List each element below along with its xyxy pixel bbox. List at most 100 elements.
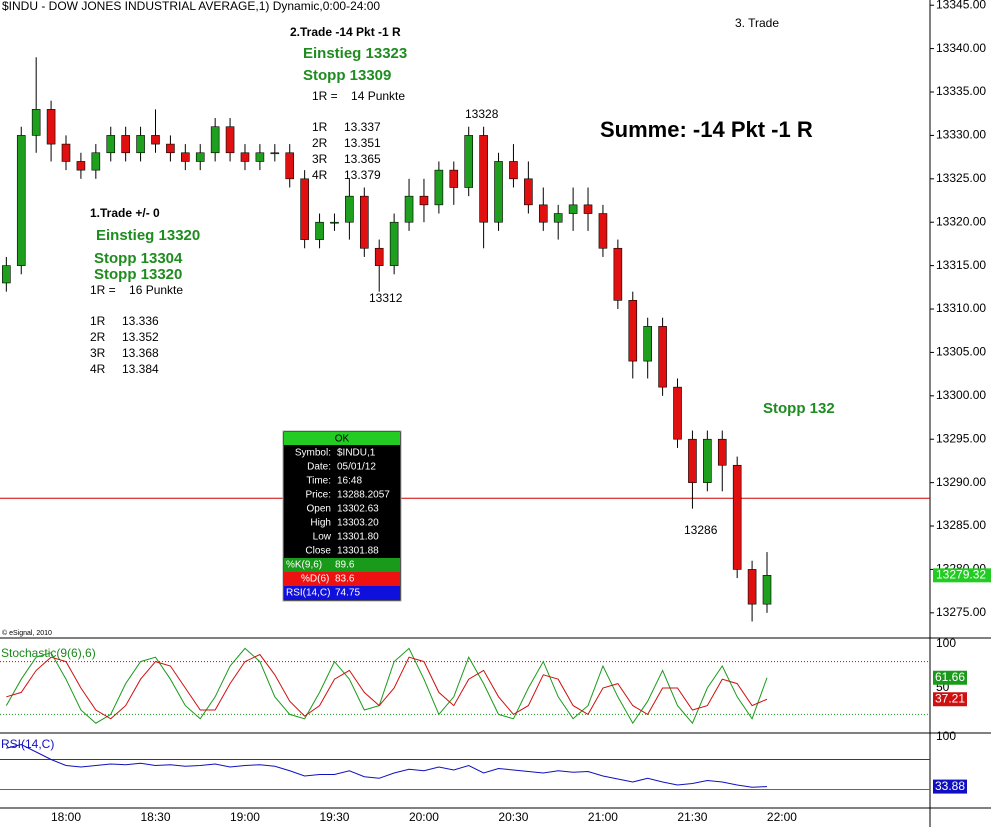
r-level-value: 13.337: [344, 120, 381, 134]
candle-body: [374, 247, 384, 266]
candle-body: [658, 326, 667, 388]
r-level-value: 13.384: [122, 362, 159, 376]
dw-value: 74.75: [335, 588, 360, 599]
dw-indicator-bg: [284, 558, 400, 572]
dw-value: 13288.2057: [337, 490, 390, 501]
dw-value: 13302.63: [337, 504, 379, 515]
annotation: 13286: [684, 523, 718, 537]
chart-title: $INDU - DOW JONES INDUSTRIAL AVERAGE,1) …: [2, 0, 380, 13]
candle-body: [538, 204, 548, 223]
ok-button[interactable]: [284, 432, 400, 445]
candle-body: [210, 126, 220, 154]
r-level-name: 3R: [312, 152, 328, 166]
r-level-value: 13.352: [122, 330, 159, 344]
dw-key: Time:: [306, 476, 331, 487]
candle-body: [106, 135, 116, 154]
dw-value: 16:48: [337, 476, 362, 487]
candle-body: [225, 126, 235, 154]
annotation: 1R = 16 Punkte: [90, 283, 183, 297]
candle-body: [568, 204, 578, 214]
candle-body: [434, 169, 444, 206]
value-tag: [933, 692, 967, 707]
annotation: 1.Trade +/- 0: [90, 206, 160, 220]
candle-body: [509, 161, 518, 180]
x-tick-label: 19:30: [319, 810, 349, 824]
value-tag: [933, 779, 967, 794]
candle-body: [359, 195, 369, 249]
candle-body: [76, 161, 86, 171]
candle-body: [2, 265, 11, 284]
dw-key: Low: [313, 532, 332, 543]
candle-body: [151, 135, 160, 145]
dw-value: 05/01/12: [337, 462, 376, 473]
r-level-name: 2R: [312, 136, 328, 150]
candle-body: [464, 135, 474, 188]
candle-body: [479, 135, 488, 223]
r-level-value: 13.379: [344, 168, 381, 182]
candle-body: [717, 438, 727, 466]
annotation: 1R = 14 Punkte: [312, 89, 405, 103]
candle-body: [166, 143, 175, 154]
annotation: 3. Trade: [735, 16, 779, 30]
x-tick-label: 21:00: [588, 810, 618, 824]
last-price-tag: [933, 568, 991, 583]
value-tag-label: 37.21: [935, 691, 965, 705]
candle-body: [300, 178, 309, 240]
dw-value: 13303.20: [337, 518, 379, 529]
y-tick-label: 13275.00: [936, 605, 986, 619]
dw-value: 13301.80: [337, 532, 379, 543]
dw-value: 89.6: [335, 560, 355, 571]
copyright: © eSignal, 2010: [2, 629, 52, 637]
candle-body: [270, 152, 280, 155]
value-tag-label: 61.66: [935, 670, 965, 684]
last-price-label: 13279.32: [936, 568, 986, 582]
r-level-name: 2R: [90, 330, 106, 344]
candle-body: [136, 135, 145, 154]
annotation: Stopp 13320: [94, 266, 182, 283]
y-tick-label: 13305.00: [936, 345, 986, 359]
candle-body: [46, 109, 56, 145]
candle-body: [732, 464, 742, 570]
candle-body: [524, 178, 533, 206]
x-tick-label: 22:00: [767, 810, 797, 824]
dw-key: Open: [307, 504, 331, 515]
y-tick-label: 13310.00: [936, 301, 986, 315]
dw-indicator-bg: [284, 572, 400, 586]
y-tick-label: 100: [936, 636, 956, 650]
x-tick-label: 20:30: [498, 810, 528, 824]
r-level-value: 13.351: [344, 136, 381, 150]
indicator-line: [6, 653, 768, 720]
candle-body: [404, 195, 414, 223]
candle-body: [583, 204, 593, 214]
dw-key: RSI(14,C): [286, 588, 330, 599]
dw-value: $INDU,1: [337, 448, 376, 459]
candle-body: [121, 135, 130, 154]
indicator-line: [6, 743, 768, 788]
candle-body: [553, 213, 563, 223]
y-tick-label: 13325.00: [936, 171, 986, 185]
y-tick-label: 13335.00: [936, 84, 986, 98]
r-level-name: 1R: [312, 120, 328, 134]
candle-body: [494, 161, 503, 223]
candle-body: [703, 438, 712, 483]
dw-value: 83.6: [335, 574, 355, 585]
annotation: 13312: [369, 291, 403, 305]
value-tag-label: 33.88: [935, 779, 965, 793]
candle-body: [419, 195, 429, 206]
y-tick-label: 100: [936, 729, 956, 743]
y-tick-label: 13345.00: [936, 0, 986, 11]
candle-body: [449, 169, 459, 188]
y-tick-label: 13300.00: [936, 388, 986, 402]
y-tick-label: 13340.00: [936, 41, 986, 55]
r-level-value: 13.365: [344, 152, 381, 166]
dw-key: Close: [305, 546, 331, 557]
candle-body: [628, 300, 638, 362]
candle-body: [315, 221, 324, 240]
r-level-name: 1R: [90, 314, 106, 328]
annotation: Summe: -14 Pkt -1 R: [600, 117, 813, 142]
annotation: Einstieg 13320: [96, 227, 200, 244]
candle-body: [240, 152, 250, 162]
r-level-name: 4R: [90, 362, 106, 376]
